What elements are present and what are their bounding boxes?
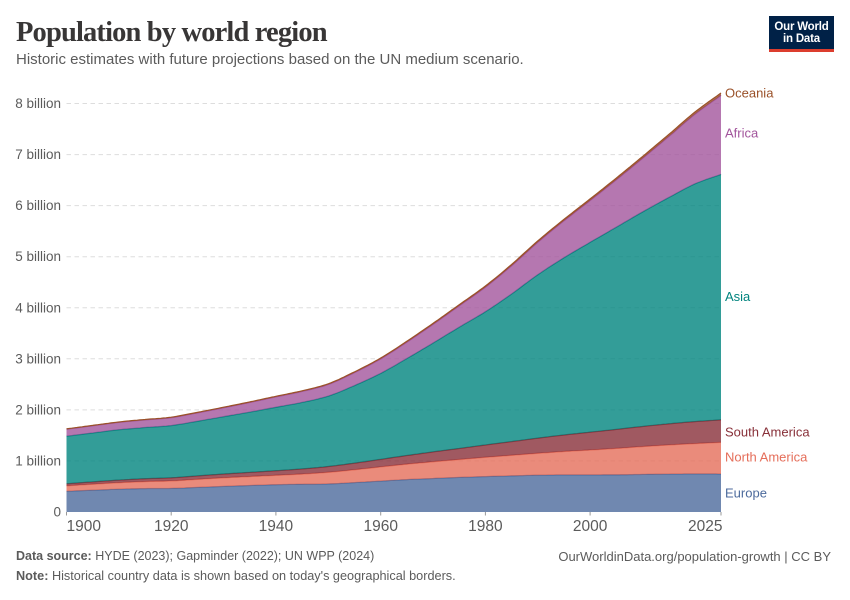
svg-text:Oceania: Oceania — [725, 86, 774, 101]
svg-text:1900: 1900 — [67, 518, 102, 535]
svg-text:5 billion: 5 billion — [15, 249, 61, 264]
svg-text:1920: 1920 — [154, 518, 189, 535]
svg-text:1940: 1940 — [259, 518, 294, 535]
svg-text:Asia: Asia — [725, 289, 751, 304]
svg-text:7 billion: 7 billion — [15, 147, 61, 162]
svg-text:2000: 2000 — [573, 518, 608, 535]
svg-text:6 billion: 6 billion — [15, 198, 61, 213]
svg-text:South America: South America — [725, 425, 810, 440]
svg-text:2 billion: 2 billion — [15, 402, 61, 417]
svg-text:North America: North America — [725, 450, 808, 465]
svg-text:8 billion: 8 billion — [15, 96, 61, 111]
svg-text:1960: 1960 — [363, 518, 398, 535]
svg-text:0: 0 — [53, 505, 61, 520]
svg-text:4 billion: 4 billion — [15, 300, 61, 315]
svg-text:Europe: Europe — [725, 486, 767, 501]
svg-text:3 billion: 3 billion — [15, 351, 61, 366]
svg-text:Africa: Africa — [725, 126, 759, 141]
svg-text:1980: 1980 — [468, 518, 503, 535]
svg-text:1 billion: 1 billion — [15, 453, 61, 468]
svg-text:2025: 2025 — [688, 518, 722, 535]
